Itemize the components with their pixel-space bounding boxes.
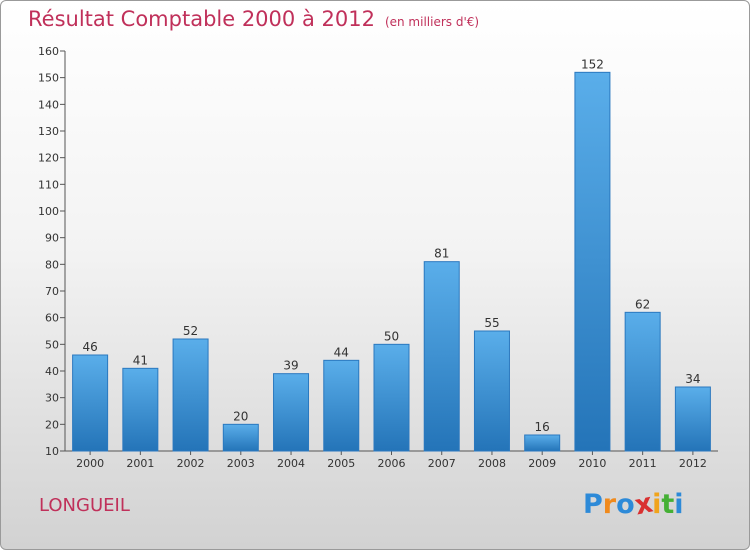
bar	[473, 330, 510, 452]
chart-title: Résultat Comptable 2000 à 2012 (en millie…	[28, 7, 479, 31]
bar-value-label: 16	[535, 420, 550, 434]
proxiti-logo[interactable]: Proxiti	[583, 488, 684, 522]
bar	[574, 71, 611, 452]
x-tick-label: 2002	[177, 457, 205, 470]
x-tick-label: 2001	[126, 457, 154, 470]
logo-letter: i	[652, 489, 662, 520]
logo-letter: i	[674, 489, 684, 520]
bar-value-label: 20	[233, 409, 248, 423]
logo-letter: t	[661, 489, 675, 520]
y-tick-label: 160	[38, 45, 59, 58]
x-tick-label: 2010	[578, 457, 606, 470]
x-tick-label: 2003	[227, 457, 255, 470]
y-tick-label: 120	[38, 152, 59, 165]
y-tick-label: 20	[45, 418, 59, 431]
logo-letter: r	[602, 489, 617, 520]
y-tick-label: 70	[45, 285, 59, 298]
y-tick-label: 150	[38, 72, 59, 85]
bar	[323, 359, 360, 452]
x-tick-label: 2009	[528, 457, 556, 470]
bar-value-label: 41	[133, 353, 148, 367]
bar	[273, 373, 310, 452]
chart-subtitle: (en milliers d'€)	[384, 15, 480, 29]
bar	[624, 311, 661, 452]
y-tick-label: 80	[45, 258, 59, 271]
x-tick-label: 2008	[478, 457, 506, 470]
bar-value-label: 152	[581, 57, 604, 71]
x-tick-label: 2006	[378, 457, 406, 470]
y-tick-label: 60	[45, 312, 59, 325]
bar	[72, 354, 109, 452]
x-tick-label: 2004	[277, 457, 305, 470]
x-tick-label: 2000	[76, 457, 104, 470]
bar-value-label: 50	[384, 329, 399, 343]
bar-value-label: 34	[685, 372, 700, 386]
y-tick-label: 130	[38, 125, 59, 138]
y-tick-label: 140	[38, 98, 59, 111]
bar	[122, 367, 159, 452]
bar	[373, 343, 410, 452]
y-tick-label: 40	[45, 365, 59, 378]
bar-value-label: 62	[635, 297, 650, 311]
bar	[172, 338, 209, 452]
bar-value-label: 81	[434, 247, 449, 261]
logo-letter: P	[583, 489, 603, 520]
y-tick-label: 10	[45, 445, 59, 458]
x-tick-label: 2005	[327, 457, 355, 470]
y-tick-label: 90	[45, 232, 59, 245]
y-tick-label: 30	[45, 392, 59, 405]
x-tick-label: 2007	[428, 457, 456, 470]
logo-letter: o	[616, 489, 635, 520]
x-tick-label: 2012	[679, 457, 707, 470]
bar-value-label: 52	[183, 324, 198, 338]
bar-value-label: 46	[82, 340, 97, 354]
bar-value-label: 44	[334, 345, 349, 359]
bar-value-label: 39	[283, 359, 298, 373]
bar	[222, 423, 259, 452]
bar	[674, 386, 711, 452]
bar-value-label: 55	[484, 316, 499, 330]
axis-layer: 10 20 30 40 50 60 70 80 90 100 110 120 130 140 150 160 2…	[38, 45, 718, 470]
title-text: Résultat Comptable 2000 à 2012	[28, 7, 375, 31]
y-tick-label: 110	[38, 178, 59, 191]
x-tick-label: 2011	[629, 457, 657, 470]
city-name: LONGUEIL	[39, 495, 130, 516]
bar	[423, 261, 460, 452]
bar	[524, 434, 561, 452]
y-tick-label: 100	[38, 205, 59, 218]
bar-layer: 46 41 52 20 39 44 50 81 55 16 152 62 34	[72, 57, 711, 452]
y-tick-label: 50	[45, 338, 59, 351]
